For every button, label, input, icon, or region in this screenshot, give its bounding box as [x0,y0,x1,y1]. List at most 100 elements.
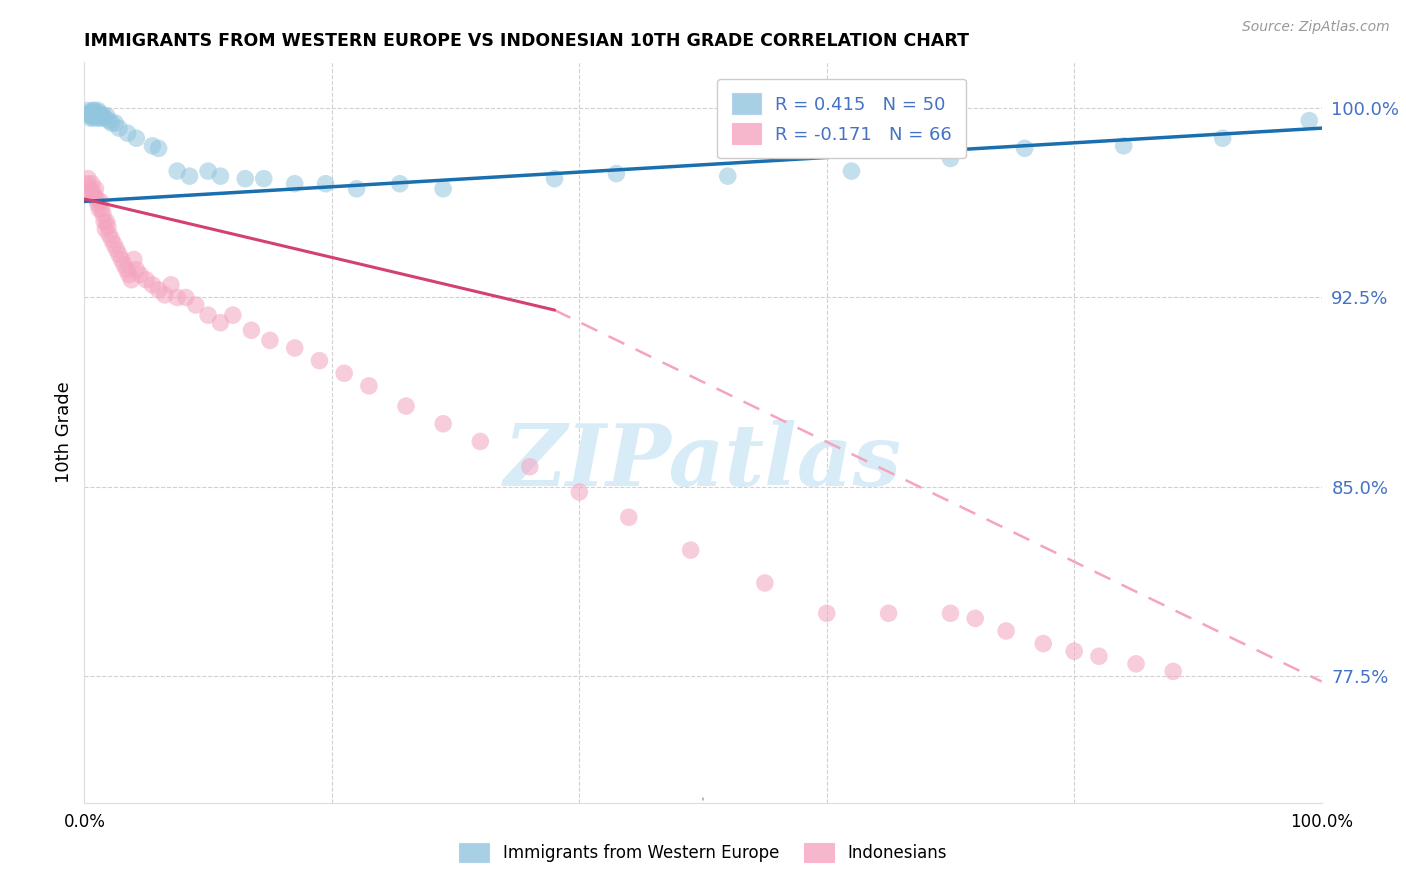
Point [1063,644,1085,658]
Point [284,341,307,355]
Point [93,111,115,125]
Point [83,189,105,203]
Point [184,298,207,312]
Text: IMMIGRANTS FROM WESTERN EUROPE VS INDONESIAN 10TH GRADE CORRELATION CHART: IMMIGRANTS FROM WESTERN EUROPE VS INDONE… [84,32,969,50]
Point [105,243,128,257]
Point [1212,131,1234,145]
Point [89,111,111,125]
Point [100,232,122,246]
Point [97,219,120,234]
Point [86,108,108,122]
Point [110,252,132,267]
Point [679,543,702,558]
Point [166,164,188,178]
Point [308,353,330,368]
Point [995,624,1018,638]
Point [432,182,454,196]
Point [1014,141,1036,155]
Point [284,177,307,191]
Text: Source: ZipAtlas.com: Source: ZipAtlas.com [1241,20,1389,34]
Point [754,576,776,591]
Point [166,290,188,304]
Point [1032,637,1054,651]
Point [432,417,454,431]
Point [117,126,139,140]
Point [80,106,103,120]
Point [87,111,110,125]
Point [125,131,148,145]
Point [148,283,170,297]
Point [112,258,135,272]
Point [100,116,122,130]
Point [939,607,962,621]
Point [79,111,101,125]
Point [877,607,900,621]
Point [89,202,111,216]
Point [84,182,107,196]
Point [83,103,105,118]
Point [98,227,121,242]
Point [83,108,105,122]
Point [259,334,281,348]
Point [1125,657,1147,671]
Point [1161,665,1184,679]
Point [179,169,201,183]
Point [717,169,740,183]
Point [89,194,111,209]
Point [395,399,418,413]
Point [79,108,101,122]
Point [120,273,142,287]
Point [141,138,163,153]
Point [617,510,640,524]
Legend: Immigrants from Western Europe, Indonesians: Immigrants from Western Europe, Indonesi… [453,836,953,869]
Point [82,103,104,118]
Point [605,167,627,181]
Point [76,177,98,191]
Point [209,316,232,330]
Point [86,192,108,206]
Point [104,116,127,130]
Point [357,379,380,393]
Point [129,268,152,282]
Point [108,121,131,136]
Point [1088,649,1111,664]
Point [141,277,163,292]
Point [160,277,183,292]
Point [939,152,962,166]
Point [79,106,101,120]
Point [82,111,104,125]
Point [91,207,114,221]
Point [77,103,100,118]
Point [122,252,145,267]
Point [108,247,131,261]
Point [90,108,112,122]
Point [519,459,541,474]
Point [1112,138,1135,153]
Point [240,323,263,337]
Point [135,273,157,287]
Point [346,182,368,196]
Y-axis label: 10th Grade: 10th Grade [55,382,73,483]
Point [103,237,125,252]
Point [568,485,591,500]
Point [77,171,100,186]
Point [96,214,118,228]
Point [79,182,101,196]
Point [543,171,565,186]
Point [115,262,138,277]
Point [94,222,117,236]
Point [80,177,103,191]
Point [1298,113,1320,128]
Point [233,171,256,186]
Point [84,106,107,120]
Point [209,169,232,183]
Point [98,113,121,128]
Point [96,108,118,122]
Point [89,106,111,120]
Point [253,171,276,186]
Point [841,164,863,178]
Point [153,288,176,302]
Point [80,108,103,122]
Point [315,177,337,191]
Point [333,366,356,380]
